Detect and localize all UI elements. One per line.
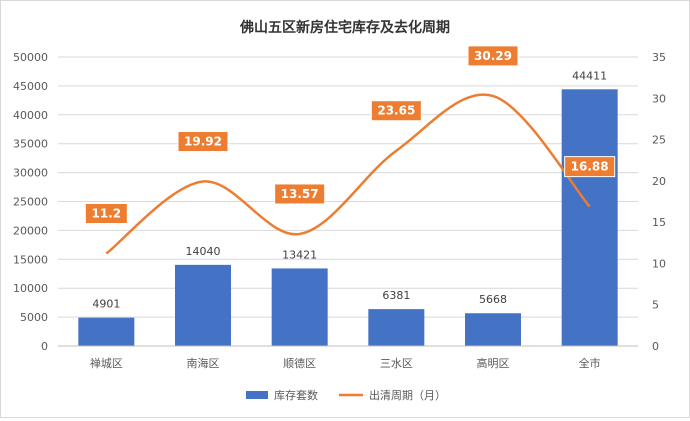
bar-value-label: 5668	[479, 293, 507, 306]
line-value-label: 19.92	[184, 135, 222, 149]
x-axis: 禅城区 南海区 顺德区 三水区 高明区 全市	[58, 345, 638, 370]
line-label-box	[84, 203, 128, 225]
left-tick-label: 40000	[13, 109, 48, 122]
line-value-label: 13.57	[281, 187, 319, 201]
right-tick-label: 25	[652, 134, 666, 147]
left-y-axis: 0 5000 10000 15000 20000 25000 30000 35000 40000…	[13, 51, 48, 353]
left-tick-label: 25000	[13, 196, 48, 209]
legend-swatch-bar	[246, 391, 268, 399]
line-series	[105, 93, 591, 255]
chart-title: 佛山五区新房住宅库存及去化周期	[239, 19, 450, 36]
left-tick-label: 0	[41, 340, 48, 353]
bar-value-label: 13421	[282, 248, 317, 261]
bar-value-label: 14040	[186, 245, 221, 258]
line-label-box	[467, 45, 519, 67]
line-label-box	[370, 100, 422, 122]
left-tick-label: 35000	[13, 138, 48, 151]
line-value-label: 11.2	[92, 207, 122, 221]
line-value-label: 16.88	[571, 160, 609, 174]
line-path	[105, 93, 591, 255]
line-label-box	[274, 183, 326, 205]
bar	[78, 317, 135, 346]
legend: 库存套数 出清周期（月）	[246, 388, 446, 402]
bar	[465, 313, 521, 346]
x-tick-label: 顺德区	[283, 356, 316, 370]
line-value-label: 23.65	[377, 104, 415, 118]
left-tick-label: 15000	[13, 253, 48, 266]
right-tick-label: 20	[652, 175, 666, 188]
right-y-axis: 0 5 10 15 20 25 30 35	[652, 51, 666, 353]
left-tick-label: 5000	[20, 311, 48, 324]
x-tick-label: 全市	[579, 356, 601, 370]
line-labels: 11.2 19.92 13.57 23.65 30.29 16.88	[84, 45, 616, 225]
x-tick-label: 高明区	[477, 356, 510, 370]
x-tick-label: 三水区	[380, 357, 413, 370]
left-tick-label: 50000	[13, 51, 48, 64]
line-label-box	[177, 131, 229, 153]
x-tick-label: 南海区	[187, 356, 220, 370]
bar	[175, 264, 231, 346]
bar	[561, 89, 618, 347]
right-tick-label: 10	[652, 257, 666, 270]
right-tick-label: 15	[652, 216, 666, 229]
legend-label-line: 出清周期（月）	[369, 388, 446, 402]
line-value-label: 30.29	[474, 49, 512, 63]
x-tick-label: 禅城区	[90, 356, 123, 370]
right-tick-label: 35	[652, 51, 666, 64]
left-tick-label: 20000	[13, 224, 48, 237]
bar-labels: 4901 14040 13421 6381 5668 44411	[92, 69, 607, 310]
bar-series	[78, 89, 618, 347]
left-tick-label: 45000	[13, 80, 48, 93]
bar	[271, 268, 328, 346]
bar-value-label: 44411	[572, 69, 607, 82]
bar	[368, 309, 425, 346]
left-tick-label: 30000	[13, 167, 48, 180]
bar-value-label: 6381	[382, 289, 410, 302]
line-label-box	[564, 156, 616, 178]
right-tick-label: 5	[652, 299, 659, 312]
bar-value-label: 4901	[92, 298, 120, 311]
grid	[58, 56, 638, 318]
legend-label-bar: 库存套数	[274, 388, 318, 402]
right-tick-label: 30	[652, 92, 666, 105]
left-tick-label: 10000	[13, 282, 48, 295]
right-tick-label: 0	[652, 340, 659, 353]
